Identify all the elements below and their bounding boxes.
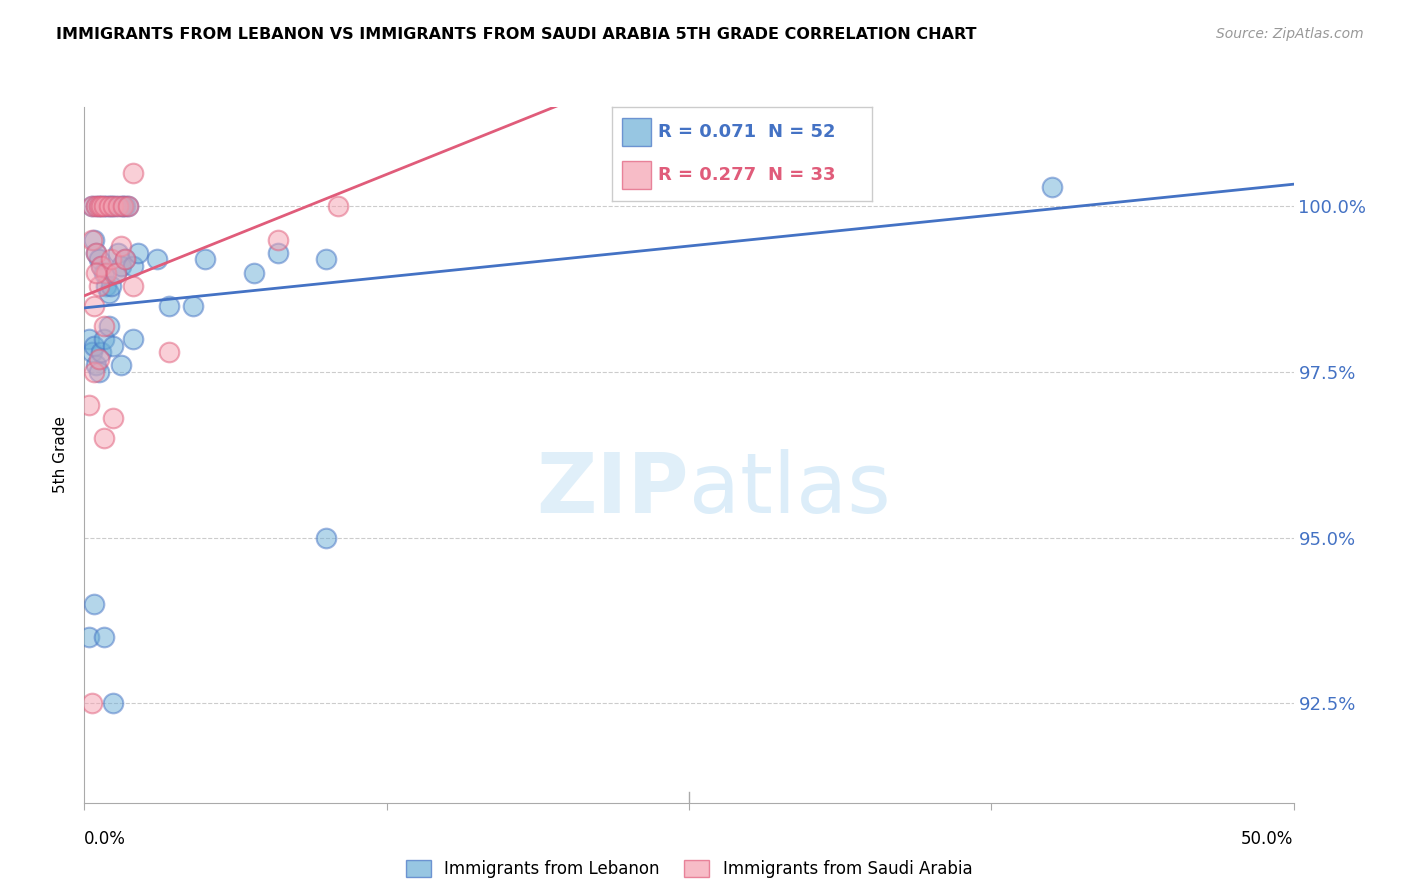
Point: [77, 630, 100, 644]
Point: [87, 365, 110, 379]
Text: R = 0.071: R = 0.071: [658, 123, 756, 141]
Point: [194, 252, 217, 267]
Point: [86, 245, 108, 260]
Y-axis label: 5th Grade: 5th Grade: [53, 417, 69, 493]
Bar: [621, 119, 651, 146]
Point: [94, 266, 117, 280]
Point: [267, 233, 290, 247]
Point: [93, 318, 115, 333]
Point: [121, 166, 143, 180]
Point: [107, 245, 129, 260]
Point: [104, 266, 127, 280]
Point: [328, 199, 350, 213]
Point: [90, 345, 112, 359]
Point: [97, 318, 120, 333]
Text: 50.0%: 50.0%: [1241, 830, 1294, 847]
Point: [117, 199, 139, 213]
Legend: Immigrants from Lebanon, Immigrants from Saudi Arabia: Immigrants from Lebanon, Immigrants from…: [399, 853, 979, 884]
Point: [93, 630, 115, 644]
Point: [80, 233, 103, 247]
Point: [93, 266, 115, 280]
Point: [83, 365, 105, 379]
Point: [121, 259, 143, 273]
Point: [86, 359, 108, 373]
Point: [90, 199, 112, 213]
Bar: [621, 161, 651, 189]
Point: [114, 252, 136, 267]
Point: [80, 345, 103, 359]
Point: [93, 332, 115, 346]
Point: [93, 199, 115, 213]
Point: [77, 398, 100, 412]
Point: [86, 266, 108, 280]
Point: [103, 338, 125, 352]
Point: [121, 279, 143, 293]
Point: [100, 279, 122, 293]
Point: [242, 266, 264, 280]
Text: IMMIGRANTS FROM LEBANON VS IMMIGRANTS FROM SAUDI ARABIA 5TH GRADE CORRELATION CH: IMMIGRANTS FROM LEBANON VS IMMIGRANTS FR…: [56, 27, 977, 42]
Point: [103, 199, 125, 213]
Point: [97, 285, 120, 300]
Point: [315, 531, 337, 545]
Point: [80, 199, 103, 213]
Point: [90, 199, 112, 213]
Text: N = 52: N = 52: [768, 123, 835, 141]
Point: [114, 199, 136, 213]
Point: [112, 199, 135, 213]
Point: [93, 199, 115, 213]
Point: [117, 199, 139, 213]
Point: [157, 345, 180, 359]
Point: [157, 299, 180, 313]
Point: [127, 245, 149, 260]
Point: [83, 597, 105, 611]
Point: [86, 199, 108, 213]
Point: [103, 411, 125, 425]
Point: [103, 697, 125, 711]
Point: [97, 199, 120, 213]
Text: atlas: atlas: [689, 450, 890, 530]
Point: [90, 259, 112, 273]
Point: [86, 245, 108, 260]
Text: N = 33: N = 33: [768, 167, 835, 185]
Point: [103, 199, 125, 213]
Point: [93, 431, 115, 445]
Point: [121, 332, 143, 346]
Point: [114, 252, 136, 267]
Point: [112, 199, 135, 213]
Point: [1040, 179, 1063, 194]
Point: [110, 359, 132, 373]
Point: [83, 338, 105, 352]
Point: [100, 199, 122, 213]
Point: [77, 332, 100, 346]
Point: [107, 199, 129, 213]
Point: [110, 239, 132, 253]
Point: [87, 199, 110, 213]
Text: ZIP: ZIP: [537, 450, 689, 530]
Point: [90, 259, 112, 273]
Point: [94, 199, 117, 213]
Point: [87, 199, 110, 213]
Point: [104, 199, 127, 213]
Point: [83, 233, 105, 247]
Text: 0.0%: 0.0%: [84, 830, 127, 847]
Point: [315, 252, 337, 267]
Point: [87, 279, 110, 293]
Point: [100, 252, 122, 267]
Point: [267, 245, 290, 260]
Point: [181, 299, 204, 313]
Point: [146, 252, 169, 267]
Point: [104, 266, 127, 280]
Point: [87, 252, 110, 267]
Point: [80, 697, 103, 711]
Point: [80, 199, 103, 213]
Point: [83, 299, 105, 313]
Point: [97, 199, 120, 213]
Point: [87, 351, 110, 366]
Point: [110, 199, 132, 213]
Point: [110, 259, 132, 273]
Text: Source: ZipAtlas.com: Source: ZipAtlas.com: [1216, 27, 1364, 41]
Text: R = 0.277: R = 0.277: [658, 167, 756, 185]
Point: [86, 199, 108, 213]
Point: [94, 279, 117, 293]
